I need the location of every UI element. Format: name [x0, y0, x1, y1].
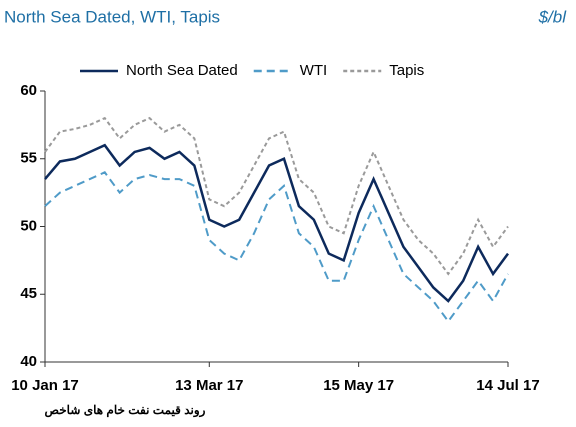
legend-label: Tapis	[389, 62, 424, 79]
x-tick-label: 15 May 17	[323, 377, 394, 394]
caption: روند قیمت نفت خام های شاخص	[45, 403, 206, 418]
y-tick-label: 55	[20, 150, 37, 167]
chart-title: North Sea Dated, WTI, Tapis	[4, 7, 220, 26]
series-line	[44, 116, 509, 276]
series-line	[44, 171, 509, 324]
y-tick-label: 40	[20, 353, 37, 370]
legend-label: WTI	[300, 62, 328, 79]
x-tick-label: 13 Mar 17	[175, 377, 243, 394]
x-tick-label: 10 Jan 17	[11, 377, 79, 394]
y-tick-label: 60	[20, 82, 37, 99]
y-tick-label: 50	[20, 217, 37, 234]
series-line	[44, 143, 510, 303]
y-tick-label: 45	[20, 285, 37, 302]
x-tick-label: 14 Jul 17	[476, 377, 539, 394]
legend-label: North Sea Dated	[126, 62, 238, 79]
unit-label: $/bl	[538, 7, 568, 26]
